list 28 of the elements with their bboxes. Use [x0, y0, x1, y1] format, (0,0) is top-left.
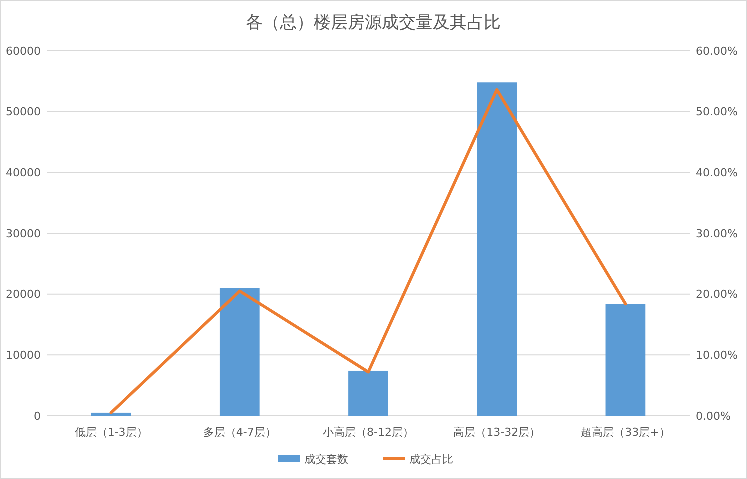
y-tick-label: 0	[34, 410, 41, 423]
line-series	[110, 88, 628, 414]
x-tick-label: 高层（13-32层）	[454, 426, 541, 439]
y2-tick-label: 10.00%	[696, 349, 738, 362]
y-tick-label: 30000	[6, 227, 41, 240]
bar	[477, 82, 518, 416]
y2-tick-label: 60.00%	[696, 44, 738, 58]
bar	[348, 370, 388, 416]
y-tick-label: 20000	[6, 288, 41, 302]
bar	[91, 412, 132, 416]
chart-title: 各（总）楼层房源成交量及其占比	[246, 13, 501, 33]
x-tick-label: 多层（4-7层）	[203, 426, 276, 439]
y-tick-label: 40000	[6, 166, 41, 180]
bar	[220, 288, 260, 416]
x-tick-label: 小高层（8-12层）	[323, 426, 414, 439]
x-tick-label: 低层（1-3层）	[74, 426, 148, 439]
y2-tick-label: 40.00%	[696, 166, 738, 180]
legend-label: 成交占比	[410, 452, 454, 466]
y2-tick-label: 20.00%	[696, 288, 738, 302]
y-tick-label: 60000	[6, 44, 41, 58]
y-tick-label: 50000	[6, 106, 41, 119]
bar	[606, 304, 646, 416]
x-tick-label: 超高层（33层+）	[581, 426, 670, 439]
legend-label: 成交套数	[304, 452, 348, 466]
y-tick-label: 10000	[6, 349, 41, 362]
y2-tick-label: 30.00%	[696, 227, 738, 240]
y2-tick-label: 0.00%	[696, 410, 731, 423]
y2-tick-label: 50.00%	[696, 106, 738, 119]
